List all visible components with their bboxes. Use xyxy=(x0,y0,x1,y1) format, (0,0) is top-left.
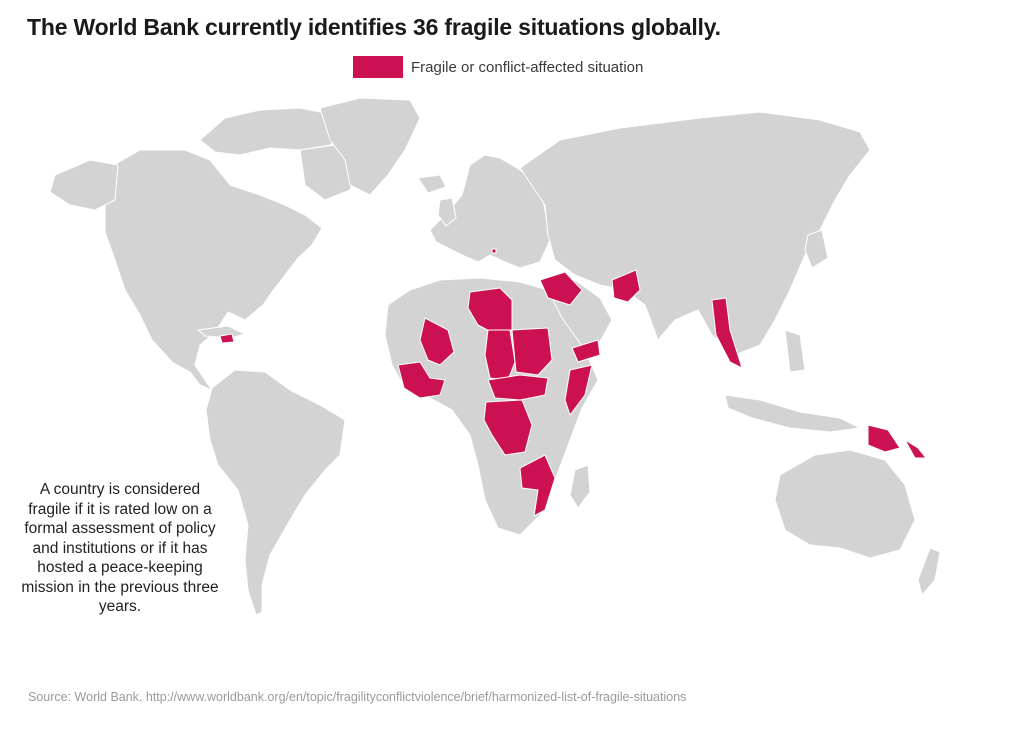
land-south-america xyxy=(205,369,346,616)
land-indonesia xyxy=(724,394,861,433)
land-new-zealand xyxy=(917,547,941,596)
fragile-kosovo xyxy=(491,248,497,254)
fragile-afghanistan xyxy=(611,269,641,303)
map-title: The World Bank currently identifies 36 f… xyxy=(27,14,721,40)
fragile-somalia xyxy=(564,364,593,416)
land-iceland xyxy=(417,174,447,194)
fragile-car-south-sudan xyxy=(487,374,549,401)
land-uk xyxy=(437,197,457,227)
fragile-chad xyxy=(484,329,516,381)
fragile-sudan xyxy=(511,327,553,376)
fragile-west-africa xyxy=(397,361,446,399)
fragile-syria-iraq xyxy=(539,271,583,306)
legend-label: Fragile or conflict-affected situation xyxy=(411,58,644,76)
fragile-yemen xyxy=(571,339,601,363)
fragile-myanmar xyxy=(711,297,743,369)
land-madagascar xyxy=(569,464,591,509)
definition-note: A country is considered fragile if it is… xyxy=(21,481,219,615)
fragile-drc xyxy=(483,399,533,456)
land-greenland xyxy=(319,97,421,196)
land-japan xyxy=(804,229,829,269)
land-alaska xyxy=(49,159,119,211)
land-asia xyxy=(519,111,871,356)
fragile-mali xyxy=(419,317,455,366)
legend-swatch xyxy=(353,56,403,78)
land-cuba xyxy=(197,325,246,339)
land-philippines xyxy=(784,329,806,373)
legend: Fragile or conflict-affected situation xyxy=(353,56,643,78)
fragile-mozambique-zimbabwe xyxy=(519,454,556,517)
land-north-america xyxy=(104,149,323,391)
fragile-solomon-islands xyxy=(904,439,927,459)
source-text: Source: World Bank. http://www.worldbank… xyxy=(28,690,687,704)
fragile-haiti xyxy=(219,333,235,344)
land-australia xyxy=(774,449,916,559)
fragile-papua-new-guinea xyxy=(867,424,901,453)
fragile-layer xyxy=(219,248,927,517)
